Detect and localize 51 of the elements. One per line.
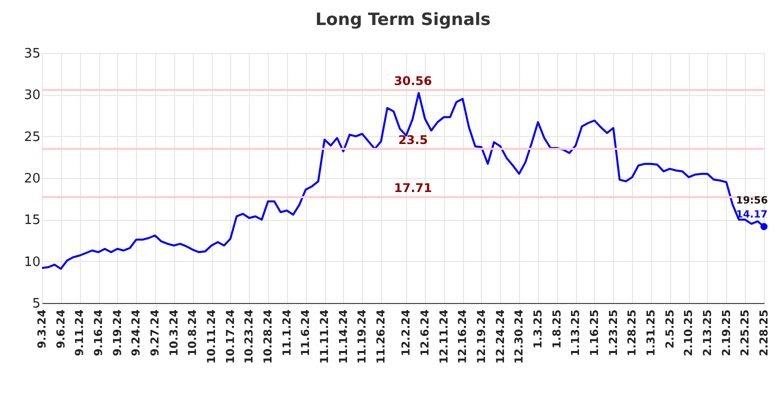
x-tick-label: 12.6.24	[418, 309, 432, 356]
x-tick-label: 1.23.25	[606, 310, 620, 356]
x-tick-label: 12.19.24	[474, 309, 488, 364]
x-tick-label: 1.28.25	[626, 310, 639, 356]
x-tick-label: 2.28.25	[758, 310, 770, 356]
y-tick-label: 15	[24, 213, 40, 228]
y-tick-label: 20	[24, 172, 40, 186]
x-tick-label: 9.3.24	[36, 309, 48, 348]
y-tick-label: 10	[24, 254, 40, 270]
x-tick-label: 10.8.24	[186, 309, 200, 356]
ref-line-label: 17.71	[394, 181, 432, 196]
ref-line-label: 30.56	[394, 74, 432, 88]
x-tick-label: 2.10.25	[682, 310, 696, 356]
x-tick-label: 11.19.24	[356, 309, 369, 364]
x-tick-label: 10.11.24	[205, 309, 218, 364]
x-tick-label: 1.8.25	[550, 310, 564, 348]
x-tick-label: 9.16.24	[92, 309, 106, 356]
y-tick-label: 35	[24, 46, 40, 62]
x-tick-label: 1.3.25	[531, 310, 544, 348]
x-tick-label: 2.19.25	[720, 310, 733, 356]
x-tick-label: 11.14.24	[336, 309, 350, 364]
annotation: 19:56	[736, 196, 768, 207]
x-tick-label: 1.31.25	[644, 310, 658, 356]
ref-line-label: 23.5	[398, 132, 428, 147]
x-tick-label: 11.1.24	[280, 309, 294, 356]
x-tick-label: 2.5.25	[663, 310, 676, 348]
x-tick-label: 11.11.24	[318, 309, 332, 364]
x-tick-label: 11.6.24	[299, 309, 312, 356]
x-tick-label: 10.23.24	[242, 309, 256, 364]
x-tick-label: 10.3.24	[167, 309, 180, 356]
x-tick-label: 10.28.24	[262, 309, 275, 364]
chart-title: Long Term Signals	[315, 10, 491, 30]
x-tick-label: 9.11.24	[73, 309, 86, 356]
x-tick-label: 10.17.24	[224, 309, 237, 364]
x-tick-label: 1.13.25	[569, 310, 582, 356]
x-tick-label: 1.16.25	[588, 310, 601, 356]
y-tick-label: 25	[24, 130, 40, 145]
x-tick-label: 11.26.24	[374, 309, 388, 364]
x-tick-label: 2.25.25	[738, 310, 752, 356]
x-tick-label: 12.2.24	[400, 309, 413, 356]
y-tick-label: 5	[32, 296, 40, 312]
x-tick-label: 9.24.24	[130, 309, 143, 356]
x-tick-label: 9.6.24	[54, 309, 68, 348]
x-tick-label: 9.27.24	[148, 309, 162, 356]
x-tick-label: 12.16.24	[456, 309, 470, 364]
y-tick-label: 30	[24, 88, 40, 104]
x-tick-label: 12.24.24	[494, 309, 507, 364]
x-tick-label: 2.13.25	[700, 310, 714, 356]
x-tick-label: 12.30.24	[512, 309, 526, 364]
x-tick-label: 9.19.24	[110, 309, 124, 356]
x-tick-label: 12.11.24	[437, 309, 450, 364]
